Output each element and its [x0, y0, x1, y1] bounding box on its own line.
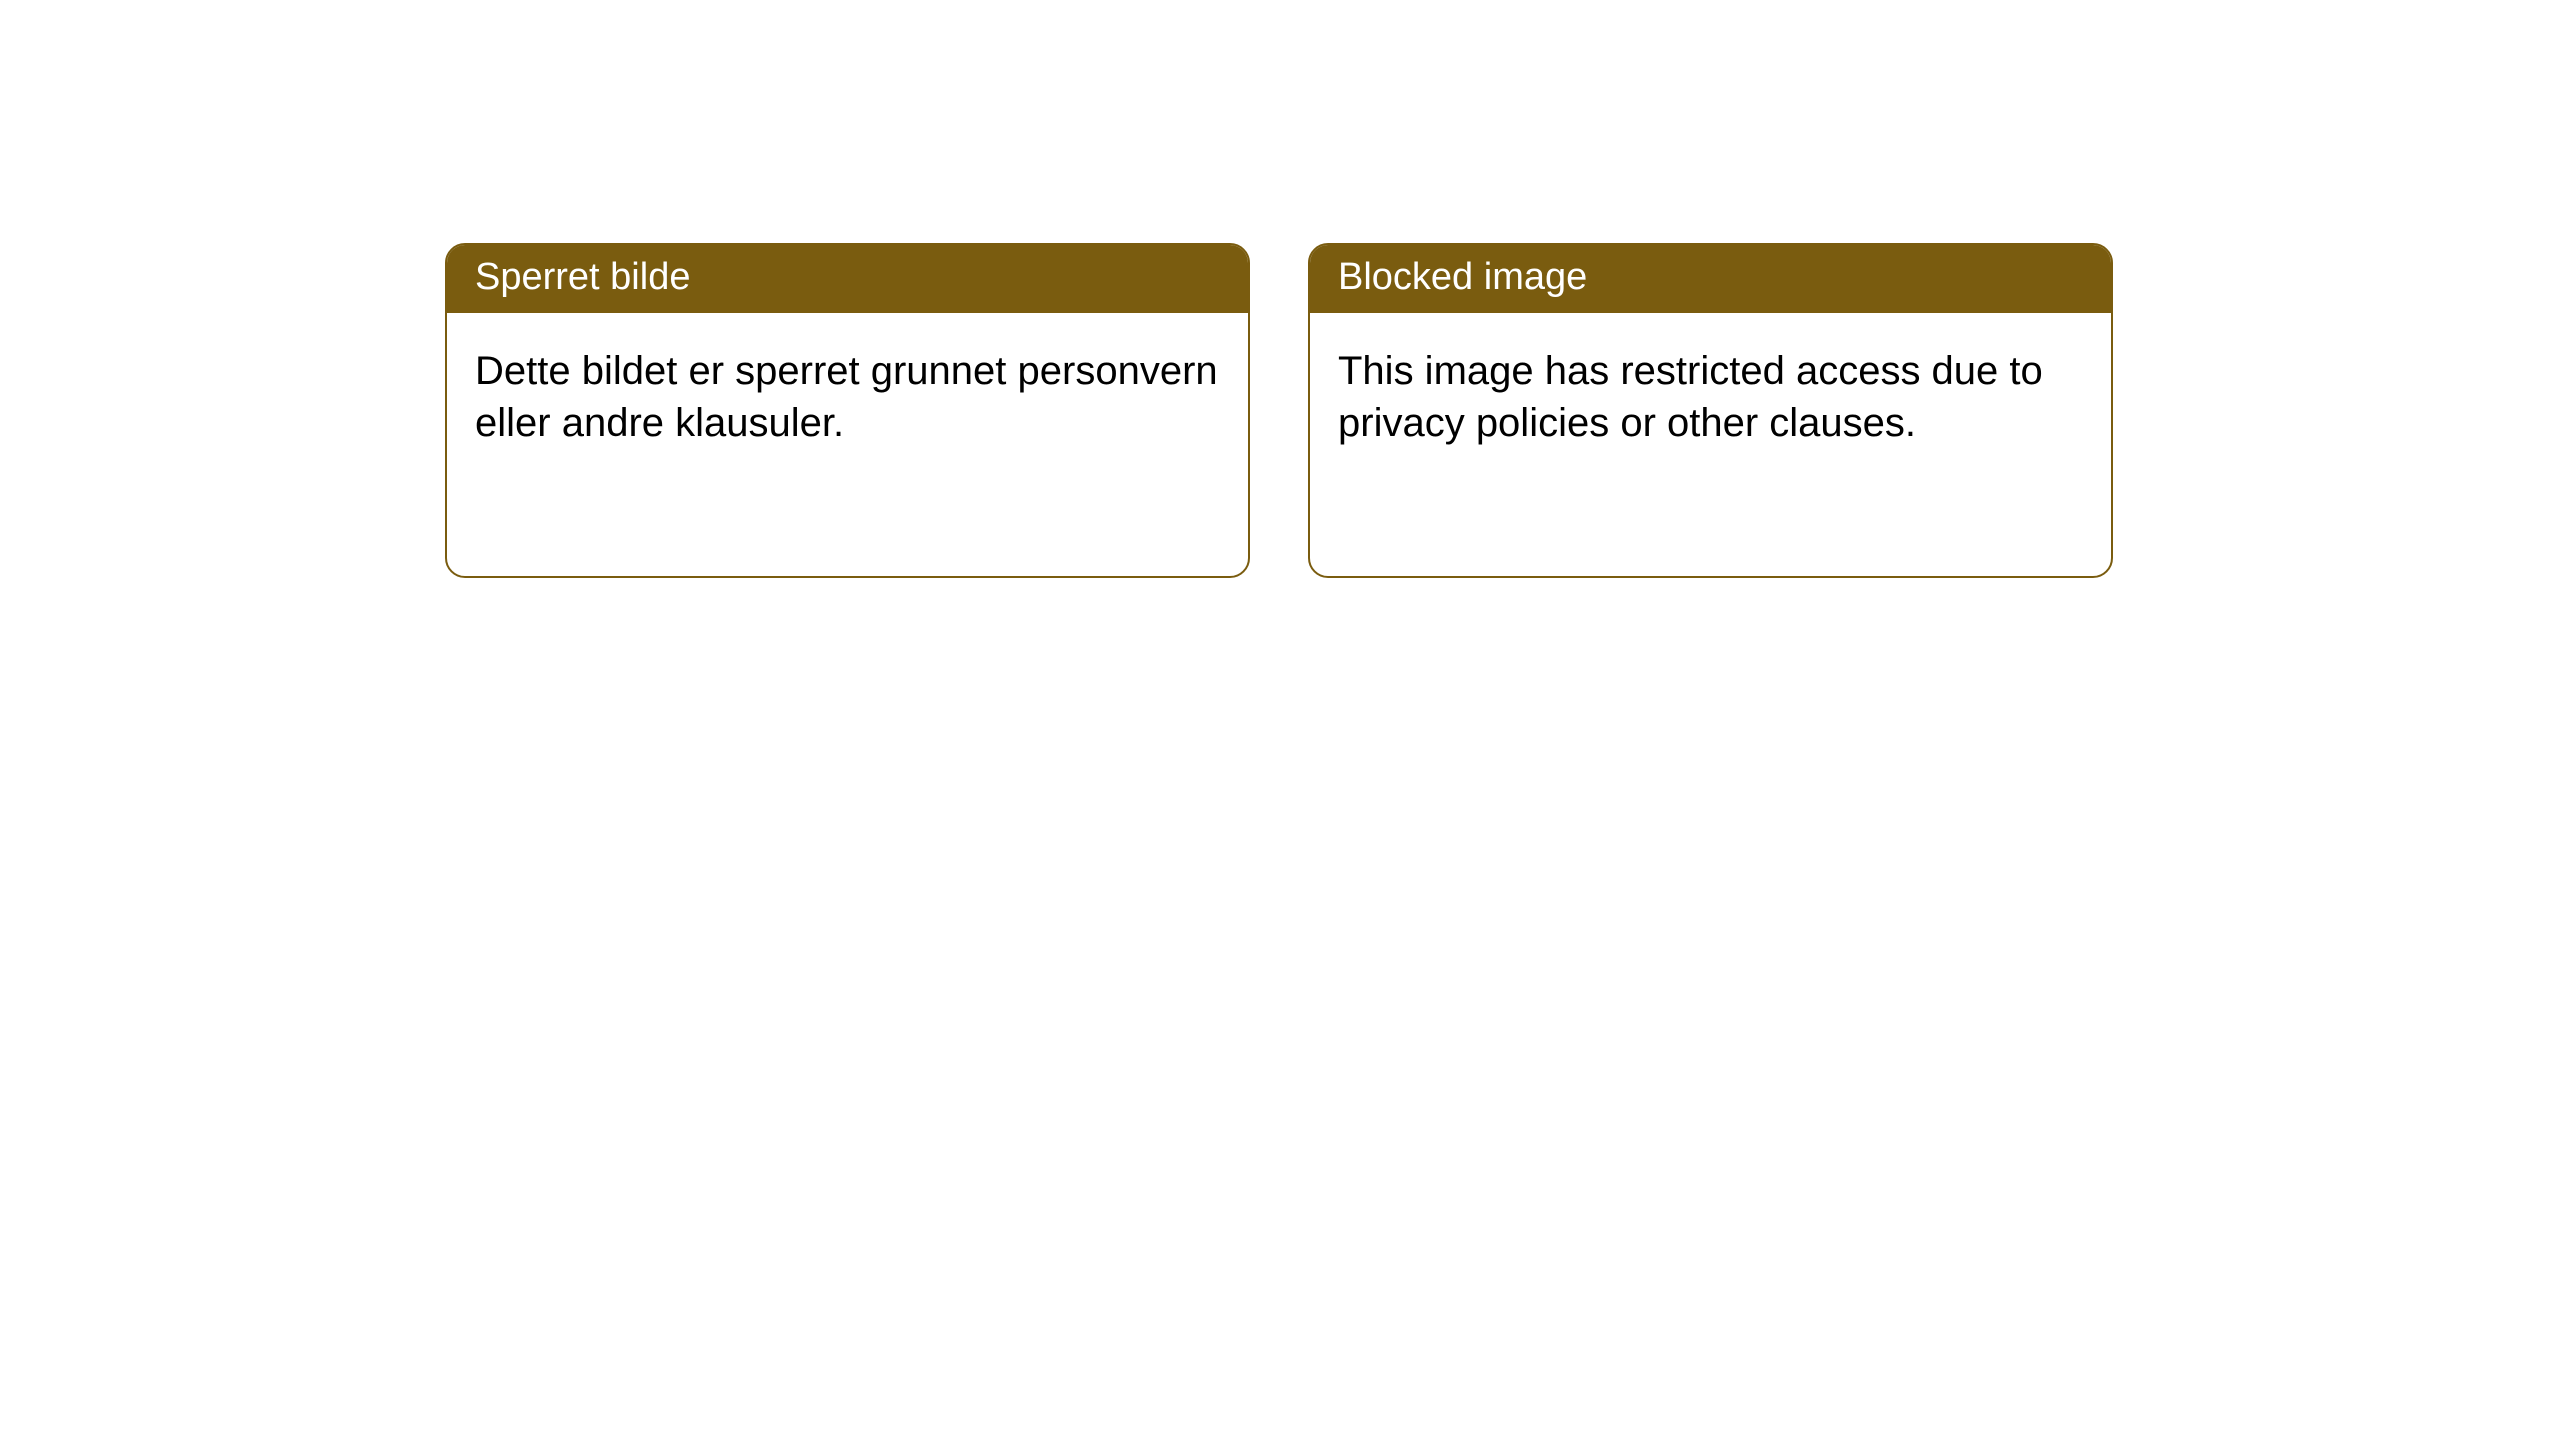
card-header: Sperret bilde — [447, 245, 1248, 313]
blocked-image-card-en: Blocked image This image has restricted … — [1308, 243, 2113, 578]
card-header: Blocked image — [1310, 245, 2111, 313]
blocked-image-card-no: Sperret bilde Dette bildet er sperret gr… — [445, 243, 1250, 578]
card-body: Dette bildet er sperret grunnet personve… — [447, 313, 1248, 481]
cards-container: Sperret bilde Dette bildet er sperret gr… — [0, 0, 2560, 578]
card-body: This image has restricted access due to … — [1310, 313, 2111, 481]
